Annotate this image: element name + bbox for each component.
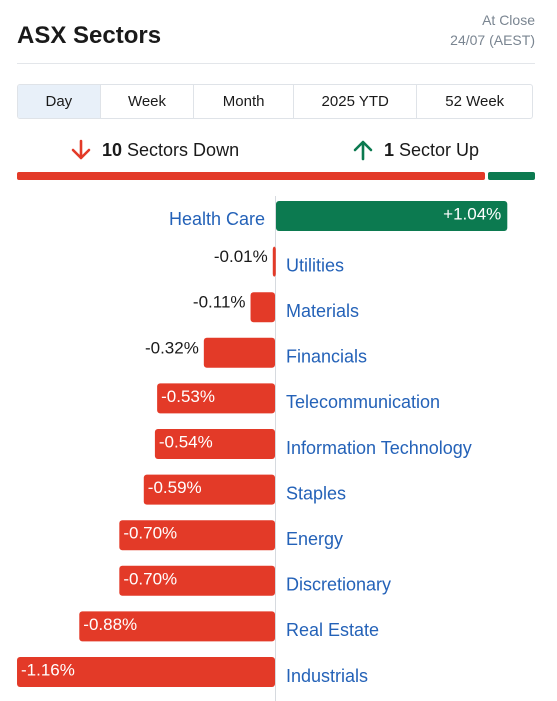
- page-title: ASX Sectors: [17, 22, 162, 49]
- bar[interactable]: [143, 474, 275, 505]
- sector-label[interactable]: Utilities: [286, 255, 344, 275]
- tab-week[interactable]: Week: [101, 85, 195, 118]
- sectors-down-text: Sectors Down: [127, 139, 240, 160]
- status-line-1: At Close: [482, 12, 535, 28]
- tab-2025-ytd[interactable]: 2025 YTD: [294, 85, 418, 118]
- value-label: -0.53%: [161, 387, 215, 406]
- value-label: -0.70%: [123, 569, 177, 588]
- bar[interactable]: [119, 520, 275, 551]
- bar[interactable]: [17, 657, 276, 687]
- breadth-up-segment: [488, 172, 535, 180]
- sector-label[interactable]: Telecommunication: [286, 392, 440, 412]
- value-label: -0.54%: [159, 432, 213, 451]
- bar[interactable]: [119, 565, 275, 596]
- bar[interactable]: [157, 383, 275, 414]
- value-label: +1.04%: [443, 204, 501, 223]
- sectors-up-summary: 1 Sector Up: [352, 136, 479, 164]
- value-label: -0.11%: [193, 293, 246, 312]
- bar[interactable]: [250, 292, 275, 323]
- market-status: At Close 24/07 (AEST): [450, 10, 535, 50]
- sectors-down-summary: 10 Sectors Down: [70, 136, 239, 164]
- bar[interactable]: [276, 201, 508, 231]
- sector-label[interactable]: Real Estate: [286, 620, 379, 640]
- bar[interactable]: [203, 337, 275, 368]
- sector-label[interactable]: Information Technology: [286, 438, 472, 458]
- sectors-up-count: 1: [384, 139, 395, 160]
- value-label: -0.70%: [123, 524, 177, 543]
- tab-day[interactable]: Day: [18, 85, 101, 118]
- sectors-down-count: 10: [102, 139, 123, 160]
- value-label: -1.16%: [21, 660, 75, 679]
- breadth-ratio-bar: [17, 172, 535, 180]
- arrow-down-icon: [71, 139, 91, 160]
- sector-label[interactable]: Materials: [286, 301, 359, 321]
- value-label: -0.88%: [83, 615, 137, 634]
- value-label: -0.59%: [148, 478, 202, 497]
- bar[interactable]: [272, 246, 276, 277]
- tab-52-week[interactable]: 52 Week: [445, 93, 505, 110]
- tab-month[interactable]: Month: [194, 85, 294, 118]
- period-tabs: Day Week Month 2025 YTD 52 Week: [17, 84, 533, 119]
- sector-label[interactable]: Energy: [286, 529, 343, 549]
- sector-label[interactable]: Staples: [286, 483, 346, 503]
- arrow-up-icon: [353, 140, 373, 161]
- sector-label[interactable]: Discretionary: [286, 575, 391, 595]
- sector-label[interactable]: Industrials: [286, 666, 368, 686]
- bar[interactable]: [154, 429, 275, 459]
- header: ASX Sectors At Close 24/07 (AEST): [17, 8, 535, 64]
- sectors-up-text: Sector Up: [399, 139, 480, 160]
- value-label: -0.32%: [145, 338, 199, 357]
- bar[interactable]: [79, 611, 276, 642]
- status-timestamp: 24/07 (AEST): [450, 32, 535, 48]
- value-label: -0.01%: [214, 247, 268, 266]
- breadth-down-segment: [17, 172, 486, 180]
- sector-bar-chart: +1.04% Health Care -0.01% Utilities -0.11% Ma…: [17, 196, 508, 701]
- sector-label[interactable]: Financials: [286, 347, 367, 367]
- sector-label[interactable]: Health Care: [169, 209, 265, 229]
